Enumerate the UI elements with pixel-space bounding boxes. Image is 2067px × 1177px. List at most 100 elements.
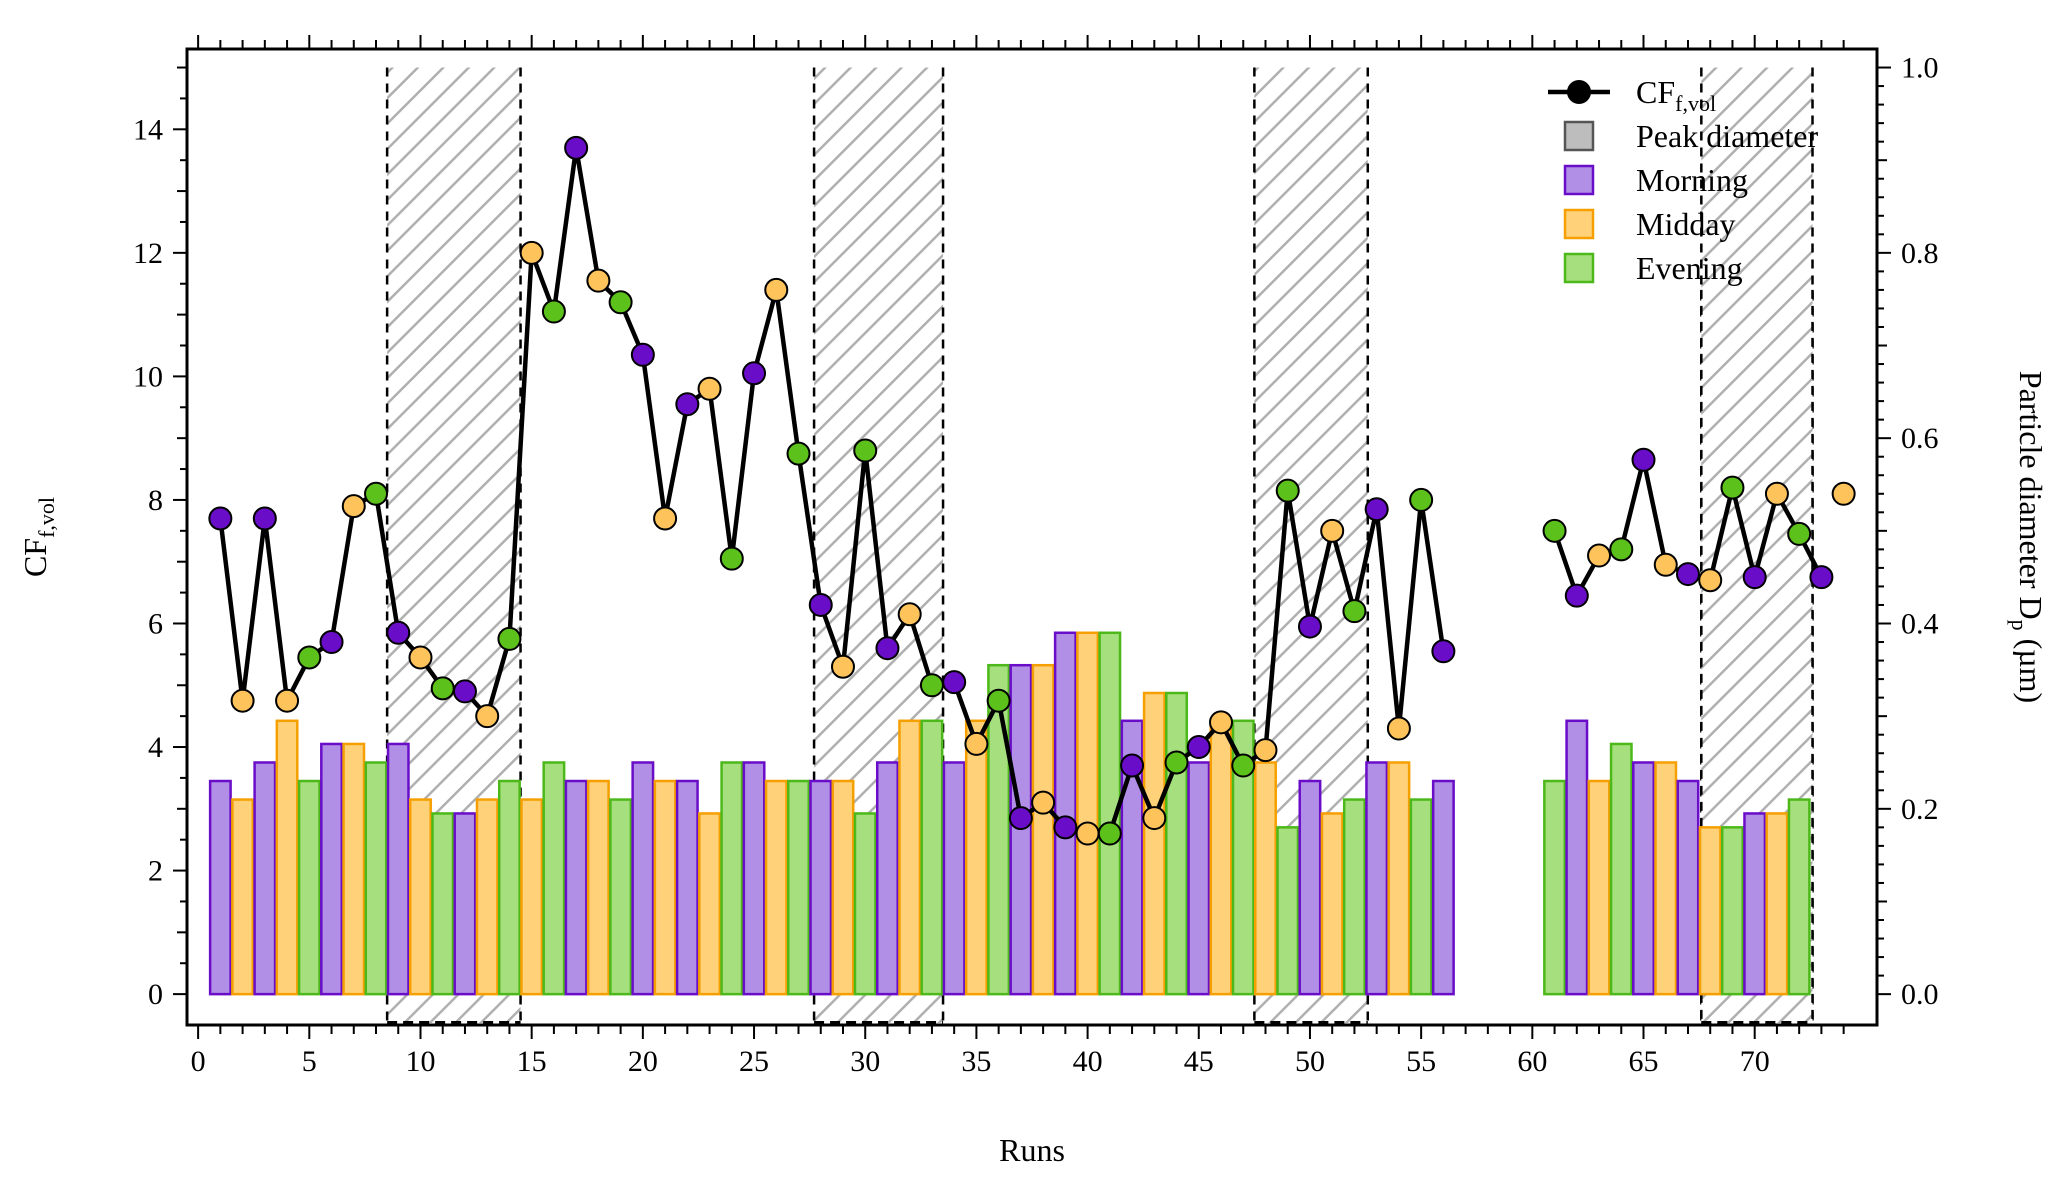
- cf-point-run-31: [875, 636, 900, 661]
- cf-point-run-5: [297, 645, 322, 670]
- cf-point-run-72: [1787, 521, 1812, 546]
- bar-run-18: [586, 779, 610, 996]
- bar-run-41: [1098, 631, 1122, 996]
- y-left-tick-label-10: 10: [133, 360, 163, 393]
- bar-run-1: [208, 779, 232, 996]
- cf-point-run-33: [919, 673, 944, 698]
- bar-run-63: [1587, 779, 1611, 996]
- bar-run-65: [1632, 761, 1655, 996]
- cf-point-run-48: [1253, 738, 1278, 763]
- y-axis-right: 0.0 0.2 0.4 0.6 0.8 1.0: [1877, 52, 1939, 1011]
- legend-label-3: Midday: [1636, 206, 1736, 242]
- bar-run-71: [1765, 812, 1789, 996]
- bar-run-54: [1387, 761, 1411, 996]
- cf-point-run-68: [1698, 568, 1723, 593]
- bar-run-7: [342, 742, 366, 996]
- cf-point-run-40: [1075, 821, 1100, 846]
- legend-line-marker: [1567, 80, 1591, 104]
- bar-run-50: [1298, 779, 1322, 996]
- y-left-tick-label-2: 2: [148, 855, 163, 888]
- x-tick-label-50: 50: [1295, 1045, 1325, 1078]
- x-tick-label-35: 35: [961, 1045, 991, 1078]
- x-tick-label-70: 70: [1740, 1045, 1770, 1078]
- bar-run-28: [809, 779, 833, 996]
- bar-run-56: [1431, 779, 1455, 996]
- x-tick-label-5: 5: [302, 1045, 317, 1078]
- y-right-tick-label-1: 0.2: [1901, 793, 1939, 826]
- y-left-tick-label-6: 6: [148, 607, 163, 640]
- bar-run-34: [942, 761, 966, 996]
- cf-markers: [208, 135, 1856, 846]
- x-tick-label-45: 45: [1184, 1045, 1214, 1078]
- legend-swatch-morning: [1563, 164, 1595, 196]
- x-tick-label-55: 55: [1406, 1045, 1436, 1078]
- x-tick-label-30: 30: [850, 1045, 880, 1078]
- bar-run-5: [297, 779, 321, 996]
- legend-label-text-4: Evening: [1636, 250, 1743, 286]
- legend-swatch-midday: [1563, 208, 1595, 240]
- cf-point-run-25: [742, 361, 767, 386]
- x-axis-bottom: 0 5 10 15 20 25 30 35 40 45 50 55 60 65 70: [191, 1025, 1845, 1078]
- y-axis-left-title-main: CF: [17, 538, 53, 577]
- x-axis-top: [197, 35, 1845, 49]
- y-axis-left-title: CFf,vol: [17, 497, 59, 577]
- bar-run-30: [853, 812, 877, 996]
- bar-run-25: [742, 761, 766, 996]
- bar-run-55: [1409, 798, 1433, 996]
- cf-point-run-34: [942, 670, 967, 695]
- cf-point-run-19: [608, 290, 633, 315]
- bar-run-27: [787, 779, 810, 996]
- y-right-tick-label-0: 0.0: [1901, 978, 1939, 1011]
- cf-point-run-65: [1631, 447, 1656, 472]
- bar-run-64: [1609, 742, 1633, 996]
- legend-swatch-evening: [1563, 252, 1595, 284]
- cf-point-run-53: [1364, 497, 1389, 522]
- bar-run-3: [253, 761, 277, 996]
- cf-point-run-44: [1164, 750, 1189, 775]
- bar-run-21: [653, 779, 677, 996]
- cf-point-run-22: [675, 392, 700, 417]
- cf-point-run-37: [1008, 806, 1033, 831]
- cf-point-run-66: [1653, 552, 1678, 577]
- cf-point-run-1: [208, 506, 233, 531]
- y-right-tick-label-4: 0.8: [1901, 237, 1939, 270]
- y-left-tick-label-4: 4: [148, 731, 163, 764]
- cf-point-run-23: [697, 376, 722, 401]
- cf-point-run-35: [964, 731, 989, 756]
- bar-run-45: [1187, 761, 1211, 996]
- y-axis-left: 0 2 4 6 8 10 12 14: [133, 66, 187, 1011]
- cf-point-run-56: [1431, 639, 1456, 664]
- cf-point-run-9: [386, 620, 411, 645]
- bar-run-2: [231, 798, 255, 996]
- plot-frame: [185, 47, 1879, 1027]
- bar-run-61: [1543, 779, 1567, 996]
- cf-point-run-71: [1764, 481, 1789, 506]
- cf-point-run-73: [1809, 565, 1834, 590]
- legend-label-2: Morning: [1636, 162, 1748, 198]
- bar-run-4: [275, 719, 299, 996]
- bar-run-12: [453, 812, 477, 996]
- cf-point-run-30: [853, 438, 878, 463]
- bar-run-13: [475, 798, 499, 996]
- cf-point-run-2: [230, 688, 255, 713]
- cf-point-run-6: [319, 630, 344, 655]
- bar-run-69: [1720, 826, 1744, 996]
- bar-run-70: [1743, 812, 1767, 996]
- bar-run-53: [1365, 761, 1389, 996]
- cf-point-run-50: [1297, 614, 1322, 639]
- x-tick-label-10: 10: [405, 1045, 435, 1078]
- cf-point-run-49: [1275, 478, 1300, 503]
- cf-point-run-52: [1342, 599, 1367, 624]
- y-left-tick-label-0: 0: [148, 978, 163, 1011]
- cf-point-run-10: [408, 645, 433, 670]
- legend-label-0: CFf,vol: [1636, 74, 1716, 116]
- x-tick-label-20: 20: [628, 1045, 658, 1078]
- bar-run-31: [875, 761, 899, 996]
- cf-point-run-12: [452, 679, 477, 704]
- legend-label-4: Evening: [1636, 250, 1743, 286]
- x-tick-label-0: 0: [191, 1045, 206, 1078]
- bar-run-22: [675, 779, 699, 996]
- y-left-tick-label-8: 8: [148, 484, 163, 517]
- y-right-tick-label-3: 0.6: [1901, 422, 1939, 455]
- cf-point-run-38: [1031, 790, 1056, 815]
